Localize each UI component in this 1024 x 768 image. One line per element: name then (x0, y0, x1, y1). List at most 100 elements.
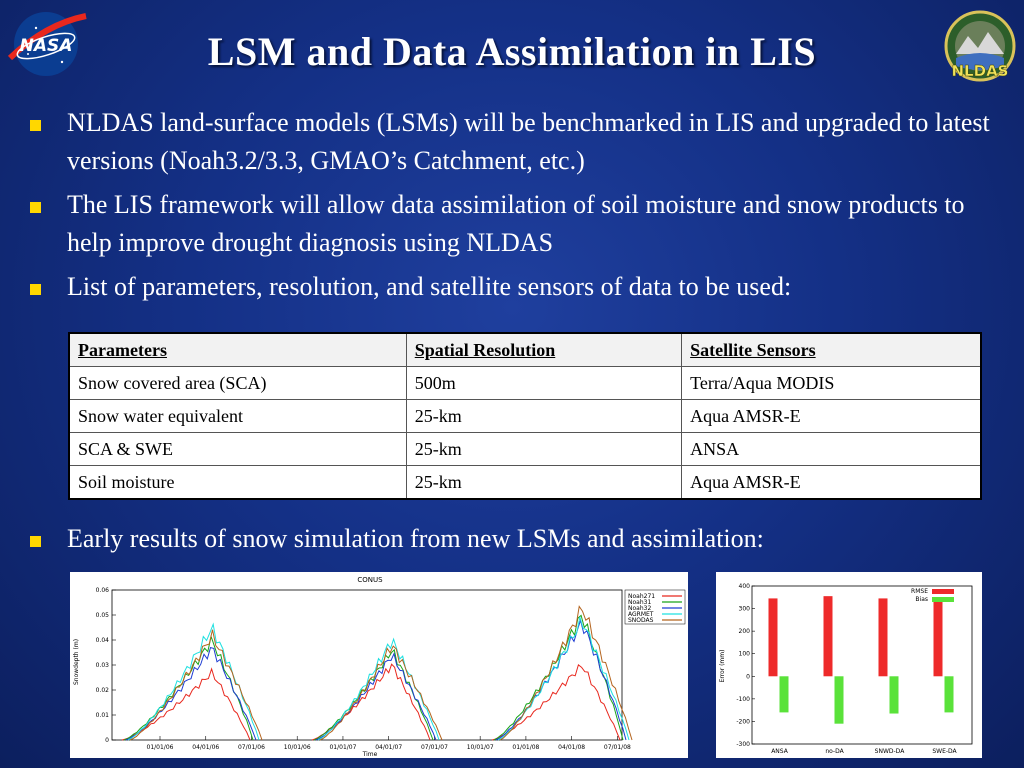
x-tick-label: 07/01/06 (238, 744, 265, 751)
bar-y-tick-label: -300 (736, 741, 750, 748)
x-axis-label: Time (362, 751, 378, 758)
bar-category-label: no-DA (825, 748, 844, 755)
bullet-square-icon (30, 536, 41, 547)
table-cell: ANSA (681, 432, 982, 466)
bullet-item: List of parameters, resolution, and sate… (30, 268, 1010, 306)
x-tick-label: 01/01/08 (512, 744, 539, 751)
y-tick-label: 0.04 (96, 637, 110, 644)
bullet-list: NLDAS land-surface models (LSMs) will be… (30, 104, 1010, 312)
bar-legend-label: Bias (915, 596, 928, 603)
bar-y-axis-label: Error (mm) (719, 650, 726, 683)
bar-bias (834, 676, 844, 724)
table-row: Soil moisture 25-km Aqua AMSR-E (68, 465, 982, 500)
bar-y-tick-label: -100 (736, 696, 750, 703)
error-bar-chart: Error (mm) 400 300 200 100 0 -100 -200 -300 ANSA… (716, 572, 982, 758)
nldas-logo-text: NLDAS (952, 62, 1009, 80)
bullet-list-bottom: Early results of snow simulation from ne… (30, 520, 1010, 564)
bar-legend-swatch (932, 597, 954, 602)
table-cell: 25-km (405, 399, 683, 433)
table-cell: Aqua AMSR-E (681, 465, 982, 500)
y-axis-label: Snowdepth (m) (73, 639, 80, 685)
chart-title: CONUS (357, 576, 383, 584)
series-line-agrmet (127, 616, 630, 741)
bar-rmse (768, 598, 778, 677)
bar-rmse (878, 598, 888, 677)
x-tick-label: 04/01/08 (558, 744, 585, 751)
bar-y-tick-label: 200 (739, 628, 751, 635)
table-cell: 25-km (405, 432, 683, 466)
bullet-text: List of parameters, resolution, and sate… (67, 272, 792, 301)
bullet-item: The LIS framework will allow data assimi… (30, 186, 1010, 262)
plot-frame (111, 589, 623, 741)
series-line-snodas (129, 605, 633, 741)
table-header-row: Parameters Spatial Resolution Satellite … (68, 332, 982, 367)
table-row: Snow covered area (SCA) 500m Terra/Aqua … (68, 366, 982, 400)
bar-y-tick-label: 0 (746, 673, 750, 680)
bar-y-tick-label: 100 (739, 651, 751, 658)
y-tick-label: 0.03 (96, 662, 110, 669)
table-cell: Snow water equivalent (68, 399, 407, 433)
bullet-square-icon (30, 284, 41, 295)
bar-bias (889, 676, 899, 714)
legend-label: Noah31 (628, 599, 651, 606)
error-bar-chart-svg: Error (mm) 400 300 200 100 0 -100 -200 -300 ANSA… (719, 583, 973, 755)
table-row: SCA & SWE 25-km ANSA (68, 432, 982, 466)
x-tick-label: 01/01/06 (147, 744, 174, 751)
table-header-cell: Parameters (68, 332, 407, 367)
bullet-square-icon (30, 120, 41, 131)
y-tick-label: 0.05 (96, 612, 110, 619)
table-cell: Terra/Aqua MODIS (681, 366, 982, 400)
parameters-table: Parameters Spatial Resolution Satellite … (68, 332, 982, 500)
legend-box (624, 589, 686, 625)
x-tick-label: 04/01/07 (375, 744, 402, 751)
bar-y-tick-label: 300 (739, 606, 751, 613)
y-tick-label: 0.02 (96, 687, 110, 694)
bar-y-tick-label: 400 (739, 583, 751, 590)
slide-title: LSM and Data Assimilation in LIS (207, 29, 817, 74)
table-cell: Snow covered area (SCA) (68, 366, 407, 400)
series-line-noah32 (125, 618, 627, 741)
y-tick-label: 0 (105, 737, 109, 744)
nldas-logo-icon: NLDAS (944, 10, 1016, 82)
bullet-item: Early results of snow simulation from ne… (30, 520, 1010, 558)
bar-y-tick-label: -200 (736, 718, 750, 725)
table-row: Snow water equivalent 25-km Aqua AMSR-E (68, 399, 982, 433)
legend-label: SNODAS (628, 617, 654, 624)
bar-bias (779, 676, 789, 713)
table-cell: 25-km (405, 465, 683, 500)
bullet-item: NLDAS land-surface models (LSMs) will be… (30, 104, 1010, 180)
x-tick-label: 10/01/06 (284, 744, 311, 751)
bar-legend-label: RMSE (911, 588, 928, 595)
bar-rmse (823, 596, 833, 677)
table-header-cell: Satellite Sensors (681, 332, 982, 367)
bar-plot-frame (751, 585, 973, 745)
snowdepth-chart: CONUS Time Snowdepth (m) 0 0.01 0.02 0.03 0.… (70, 572, 688, 758)
bullet-text: Early results of snow simulation from ne… (67, 524, 764, 553)
bar-bias (944, 676, 954, 713)
bar-rmse (933, 599, 943, 677)
table-header-cell: Spatial Resolution (405, 332, 683, 367)
series-line-noah31 (123, 614, 624, 741)
table-cell: Soil moisture (68, 465, 407, 500)
bar-category-label: SNWD-DA (875, 748, 906, 755)
snowdepth-chart-svg: CONUS Time Snowdepth (m) 0 0.01 0.02 0.03 0.… (73, 576, 686, 758)
y-tick-label: 0.06 (96, 587, 110, 594)
legend-label: Noah271 (628, 593, 655, 600)
bullet-square-icon (30, 202, 41, 213)
bar-legend-swatch (932, 589, 954, 594)
nasa-logo-icon: NASA (7, 12, 87, 76)
x-tick-label: 10/01/07 (467, 744, 494, 751)
bullet-text: NLDAS land-surface models (LSMs) will be… (67, 108, 990, 175)
nasa-logo-text: NASA (20, 36, 73, 56)
x-tick-label: 01/01/07 (329, 744, 356, 751)
table-cell: SCA & SWE (68, 432, 407, 466)
x-tick-label: 07/01/07 (421, 744, 448, 751)
bullet-text: The LIS framework will allow data assimi… (67, 190, 965, 257)
legend-label: Noah32 (628, 605, 651, 612)
x-tick-label: 04/01/06 (192, 744, 219, 751)
bar-category-label: ANSA (771, 748, 789, 755)
table-cell: 500m (405, 366, 683, 400)
table-cell: Aqua AMSR-E (681, 399, 982, 433)
y-tick-label: 0.01 (96, 712, 110, 719)
series-line-noah271 (121, 663, 621, 741)
